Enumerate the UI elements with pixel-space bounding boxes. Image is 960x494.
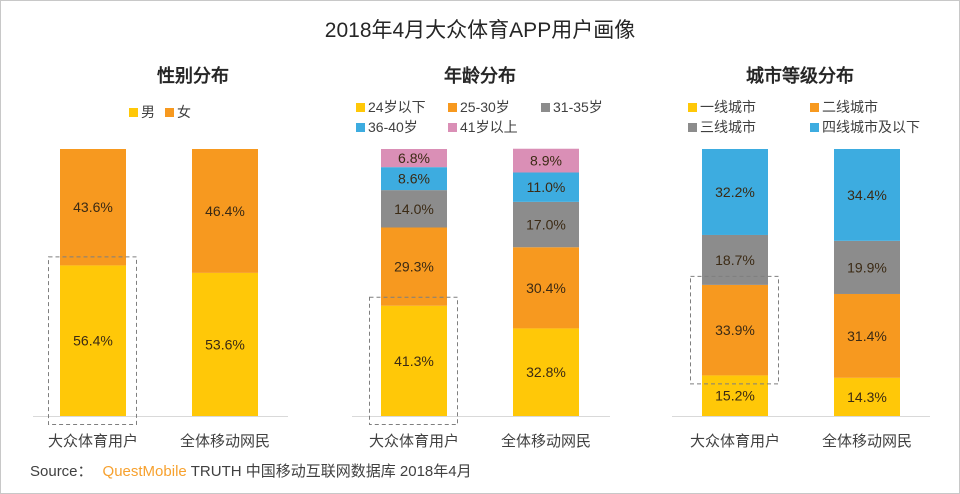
- bar-segment: [381, 190, 447, 228]
- bar-segment: [513, 328, 579, 416]
- legend-label: 男: [141, 104, 155, 120]
- legend-item: 女: [165, 102, 191, 122]
- legend-label: 25-30岁: [460, 99, 510, 115]
- data-label: 56.4%: [73, 333, 113, 349]
- x-tick-label: 大众体育用户: [48, 433, 138, 450]
- legend-label: 三线城市: [700, 119, 756, 135]
- data-label: 14.3%: [847, 389, 887, 405]
- bar-segment: [834, 149, 900, 241]
- legend-swatch: [448, 102, 457, 112]
- legend-item: 一线城市: [688, 97, 756, 117]
- bar-segment: [834, 293, 900, 378]
- bar-segment: [702, 284, 768, 376]
- data-label: 31.4%: [847, 328, 887, 344]
- source-prefix: Source：: [30, 463, 93, 480]
- data-label: 15.2%: [715, 388, 755, 404]
- bar-segment: [834, 377, 900, 416]
- legend-swatch: [688, 102, 697, 112]
- data-label: 34.4%: [847, 187, 887, 203]
- legend-swatch: [165, 107, 174, 117]
- data-label: 14.0%: [394, 201, 434, 217]
- data-label: 18.7%: [715, 252, 755, 268]
- legend-item: 24岁以下: [356, 97, 426, 117]
- legend-label: 二线城市: [822, 99, 878, 115]
- bar-segment: [834, 240, 900, 294]
- source-note: Source： QuestMobile TRUTH 中国移动互联网数据库 2018年…: [30, 460, 472, 481]
- legend-item: 四线城市及以下: [810, 117, 920, 137]
- bar-segment: [513, 247, 579, 329]
- legend-label: 41岁以上: [460, 119, 518, 135]
- highlight-box: [48, 256, 137, 425]
- legend-swatch: [810, 122, 819, 132]
- highlight-box: [690, 275, 779, 385]
- legend-item: 二线城市: [810, 97, 878, 117]
- x-tick-label: 全体移动网民: [180, 432, 270, 450]
- legend-item: 男: [129, 102, 155, 122]
- bar-segment: [702, 149, 768, 235]
- bar-segment: [192, 149, 258, 273]
- legend-swatch: [356, 102, 365, 112]
- data-label: 30.4%: [526, 280, 566, 296]
- data-label: 41.3%: [394, 353, 434, 369]
- data-label: 53.6%: [205, 336, 245, 352]
- legend-label: 31-35岁: [553, 99, 603, 115]
- data-label: 33.9%: [715, 322, 755, 338]
- panel-title-age: 年龄分布: [444, 66, 516, 86]
- legend-label: 一线城市: [700, 99, 756, 115]
- legend-swatch: [810, 102, 819, 112]
- legend-label: 24岁以下: [368, 99, 426, 115]
- source-suffix: TRUTH 中国移动互联网数据库 2018年4月: [190, 463, 472, 480]
- legend-swatch: [541, 102, 550, 112]
- legend-item: 三线城市: [688, 117, 756, 137]
- main-title: 2018年4月大众体育APP用户画像: [324, 19, 636, 42]
- data-label: 6.8%: [398, 150, 430, 166]
- data-label: 8.9%: [530, 153, 562, 169]
- data-label: 19.9%: [847, 259, 887, 275]
- panel-title-city: 城市等级分布: [746, 66, 854, 86]
- bar-segment: [381, 167, 447, 191]
- legend-label: 四线城市及以下: [822, 119, 920, 135]
- legend-item: 36-40岁: [356, 117, 418, 137]
- bar-segment: [60, 265, 126, 416]
- bar-segment: [513, 201, 579, 248]
- bar-segment: [381, 305, 447, 416]
- panel-title-gender: 性别分布: [157, 66, 229, 86]
- legend-item: 41岁以上: [448, 117, 518, 137]
- data-label: 17.0%: [526, 217, 566, 233]
- bar-segment: [192, 272, 258, 416]
- data-label: 11.0%: [527, 179, 566, 195]
- data-label: 29.3%: [394, 259, 434, 275]
- x-tick-label: 大众体育用户: [369, 433, 459, 450]
- bar-segment: [702, 375, 768, 416]
- legend-item: 31-35岁: [541, 97, 603, 117]
- highlight-box: [369, 296, 458, 425]
- bar-segment: [60, 149, 126, 266]
- source-brand: QuestMobile: [102, 463, 187, 480]
- x-tick-label: 全体移动网民: [501, 432, 591, 450]
- data-label: 43.6%: [73, 199, 113, 215]
- x-tick-label: 大众体育用户: [690, 433, 780, 450]
- legend-swatch: [129, 107, 138, 117]
- legend-label: 女: [177, 104, 191, 120]
- legend-swatch: [356, 122, 365, 132]
- data-label: 32.2%: [715, 184, 755, 200]
- legend-swatch: [448, 122, 457, 132]
- bar-segment: [513, 148, 579, 173]
- data-label: 8.6%: [398, 171, 430, 187]
- bar-segment: [381, 227, 447, 306]
- legend-swatch: [688, 122, 697, 132]
- x-tick-label: 全体移动网民: [822, 432, 912, 450]
- bar-segment: [381, 149, 447, 168]
- legend-item: 25-30岁: [448, 97, 510, 117]
- legend-label: 36-40岁: [368, 119, 418, 135]
- data-label: 46.4%: [205, 203, 245, 219]
- bar-segment: [513, 172, 579, 202]
- data-label: 32.8%: [526, 364, 566, 380]
